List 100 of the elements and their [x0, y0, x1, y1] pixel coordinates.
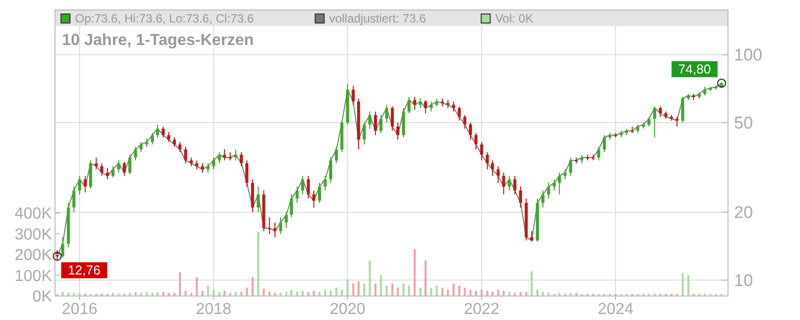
candlestick	[234, 148, 238, 161]
candlestick	[658, 106, 662, 118]
candlestick	[486, 152, 489, 170]
candlestick	[352, 85, 355, 106]
candlestick	[329, 157, 332, 184]
candlestick	[480, 142, 484, 161]
candlestick	[530, 230, 534, 242]
legend-label: volladjustiert: 73.6	[329, 12, 426, 26]
candlestick	[268, 216, 271, 235]
candlestick	[78, 175, 82, 195]
candlestick	[552, 178, 556, 191]
candlestick	[547, 182, 550, 200]
legend-label: Vol: 0K	[495, 12, 534, 26]
candlestick	[379, 114, 382, 134]
candlestick	[111, 166, 114, 178]
candlestick	[513, 175, 516, 195]
candlestick	[474, 132, 478, 150]
candlestick	[290, 194, 293, 218]
candlestick	[150, 132, 154, 145]
candlestick	[569, 157, 572, 176]
candlestick	[502, 172, 506, 195]
x-tick-label: 2020	[330, 301, 366, 318]
candlestick	[318, 182, 322, 204]
candlestick	[222, 148, 226, 161]
candlestick	[100, 162, 104, 176]
candlestick	[418, 98, 422, 109]
candlestick	[374, 111, 377, 136]
candlestick	[468, 122, 472, 140]
candlestick	[240, 152, 243, 167]
candlestick	[368, 111, 372, 130]
annotation: 12,76	[68, 262, 100, 278]
candlestick	[541, 190, 544, 208]
candlestick	[334, 146, 338, 164]
candlestick	[167, 131, 170, 143]
candlestick	[140, 142, 143, 153]
candlestick	[424, 99, 428, 114]
candlestick	[72, 186, 76, 213]
candlestick	[61, 236, 64, 258]
candlestick	[324, 175, 327, 191]
candlestick	[408, 96, 411, 114]
y-tick-label: 50	[734, 114, 753, 133]
candlestick	[430, 101, 433, 112]
candlestick	[592, 154, 595, 161]
candlestick	[452, 101, 456, 112]
candlestick	[117, 160, 120, 174]
candlestick	[558, 172, 561, 195]
candlestick	[597, 146, 600, 161]
candlestick	[156, 124, 160, 138]
candlestick	[89, 160, 92, 189]
candlestick	[490, 160, 494, 176]
candlestick	[586, 154, 589, 161]
candlestick	[106, 167, 109, 180]
candlestick	[519, 186, 522, 208]
text: 10 Jahre, 1-Tages-Kerzen	[62, 32, 254, 49]
candlestick	[122, 161, 126, 176]
candlestick	[413, 96, 416, 110]
y2-tick-label: 0K	[32, 288, 52, 306]
candlestick	[312, 190, 316, 208]
candlestick	[200, 162, 204, 174]
y-tick-label: 20	[734, 203, 753, 222]
candlestick	[218, 152, 221, 164]
candlestick	[647, 116, 650, 128]
candlestick	[681, 96, 684, 124]
y2-tick-label: 300K	[14, 226, 52, 244]
candlestick	[602, 134, 606, 153]
candlestick	[134, 146, 138, 161]
candlestick	[212, 157, 216, 170]
y2-tick-label: 200K	[14, 247, 52, 264]
candlestick	[128, 154, 132, 175]
x-tick-label: 2016	[62, 301, 98, 318]
candlestick	[284, 212, 288, 229]
candlestick	[228, 152, 232, 161]
candlestick	[508, 175, 511, 191]
candlestick	[84, 175, 87, 193]
candlestick	[396, 122, 400, 140]
candlestick	[162, 126, 165, 138]
candlestick	[390, 106, 394, 132]
candlestick	[496, 166, 500, 184]
candlestick	[256, 186, 260, 213]
candlestick	[564, 168, 567, 180]
y2-tick-label: 400K	[14, 206, 52, 223]
candlestick	[306, 175, 310, 200]
candlestick	[245, 160, 248, 188]
x-tick-label: 2022	[464, 301, 500, 318]
candlestick	[463, 114, 466, 130]
candlestick	[178, 142, 182, 153]
y2-tick-label: 100K	[14, 268, 52, 285]
y-tick-label: 100	[734, 46, 762, 65]
candlestick	[273, 222, 276, 238]
y-tick-label: 10	[734, 271, 753, 290]
candlestick	[184, 146, 188, 164]
annotation: 74,80	[678, 62, 711, 77]
candlestick	[279, 216, 282, 235]
x-tick-label: 2024	[598, 301, 634, 318]
candlestick	[195, 160, 198, 170]
candlestick	[206, 162, 210, 174]
candlestick	[362, 122, 366, 145]
candlestick	[653, 106, 656, 138]
candlestick	[458, 106, 461, 122]
candlestick	[296, 186, 299, 204]
